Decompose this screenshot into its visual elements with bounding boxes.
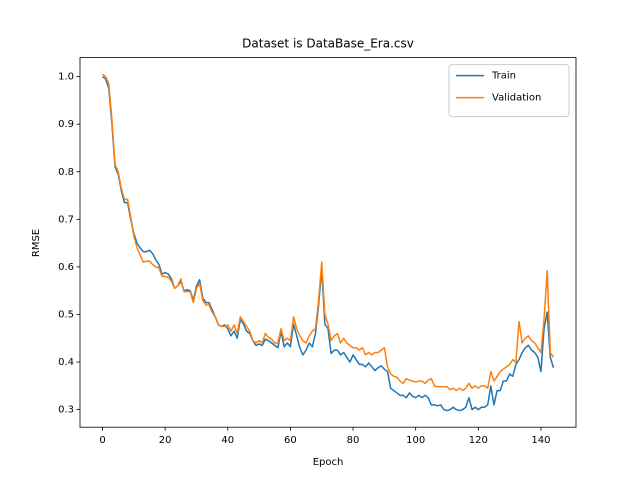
y-tick-label: 0.8 — [58, 167, 74, 178]
x-axis-label: Epoch — [313, 457, 344, 468]
legend-label: Train — [491, 71, 516, 82]
y-tick-label: 0.9 — [58, 119, 74, 130]
x-tick-label: 140 — [531, 435, 550, 446]
y-tick-label: 0.6 — [58, 262, 74, 273]
legend-label: Validation — [492, 93, 541, 104]
legend-box — [448, 64, 570, 118]
x-tick-label: 0 — [99, 435, 105, 446]
x-tick-label: 100 — [406, 435, 425, 446]
y-tick-label: 0.5 — [58, 309, 74, 320]
series-line — [102, 73, 555, 392]
x-tick-label: 40 — [221, 435, 234, 446]
x-tick-label: 60 — [284, 435, 297, 446]
y-tick-label: 0.4 — [58, 357, 74, 368]
y-tick-label: 0.3 — [58, 405, 74, 416]
chart-title: Dataset is DataBase_Era.csv — [242, 37, 414, 51]
y-tick-label: 1.0 — [58, 72, 74, 83]
y-tick-label: 0.7 — [58, 214, 74, 225]
x-tick-label: 120 — [469, 435, 488, 446]
x-tick-label: 80 — [347, 435, 360, 446]
x-tick-label: 20 — [159, 435, 172, 446]
plot-frame — [79, 57, 577, 428]
y-axis-label: RMSE — [31, 229, 42, 257]
